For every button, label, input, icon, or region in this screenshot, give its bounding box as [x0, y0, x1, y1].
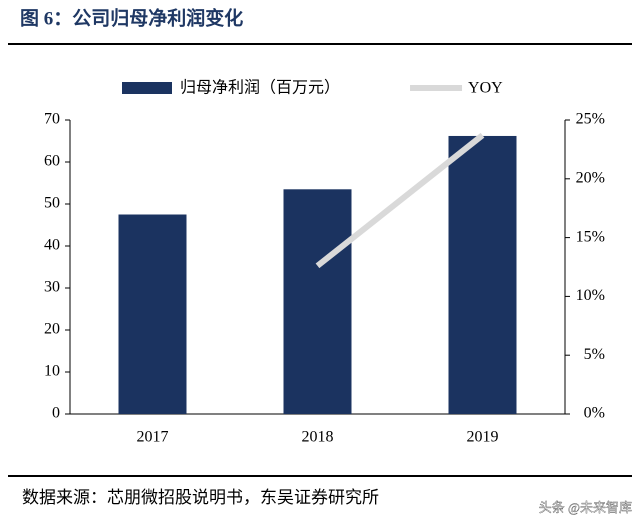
bar [448, 135, 517, 414]
x-tick-label: 2018 [302, 429, 334, 446]
y2-tick-label: 15% [576, 228, 605, 245]
bar [283, 189, 352, 414]
legend-label: YOY [468, 80, 503, 97]
legend-label: 归母净利润（百万元） [180, 79, 340, 97]
y-tick-label: 20 [44, 321, 60, 338]
y-tick-label: 10 [44, 363, 60, 380]
x-tick-label: 2019 [467, 429, 499, 446]
line [315, 132, 485, 269]
y2-tick-label: 10% [576, 287, 605, 304]
y-tick-label: 0 [52, 405, 60, 422]
y2-tick-label: 25% [576, 111, 605, 128]
chart-title: 图 6：公司归母净利润变化 [20, 6, 243, 29]
y2-tick-label: 0% [584, 405, 605, 422]
source: 数据来源：芯朋微招股说明书，东吴证券研究所 [22, 488, 379, 507]
y-tick-label: 30 [44, 279, 60, 296]
y-tick-label: 60 [44, 153, 60, 170]
y-tick-label: 40 [44, 237, 60, 254]
x-tick-label: 2017 [137, 429, 169, 446]
legend-swatch [122, 82, 172, 94]
y2-tick-label: 20% [576, 169, 605, 186]
y-tick-label: 50 [44, 195, 60, 212]
y2-tick-label: 5% [584, 346, 605, 363]
y-tick-label: 70 [44, 111, 60, 128]
watermark: 头条 @未来智库 [539, 500, 632, 515]
bar [118, 214, 187, 414]
